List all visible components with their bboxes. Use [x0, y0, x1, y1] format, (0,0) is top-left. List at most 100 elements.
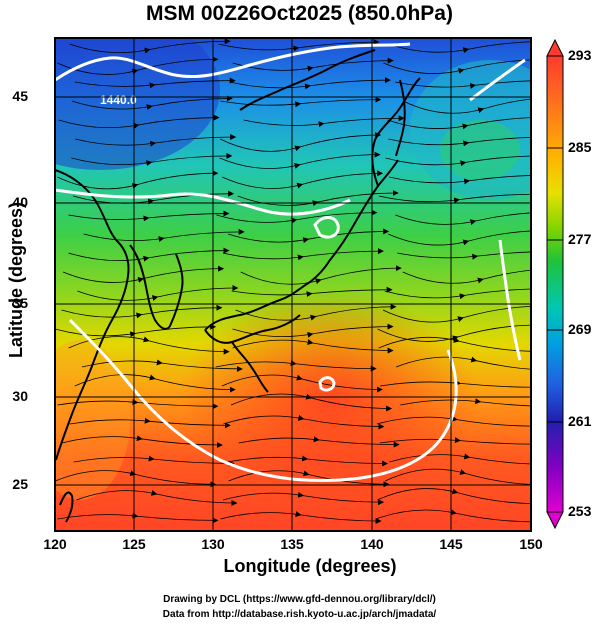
x-tick-140: 140: [360, 536, 384, 552]
colorbar-bottom-arrow: [546, 511, 564, 530]
streamline: [69, 417, 231, 429]
colorbar-top-arrow: [546, 38, 564, 57]
colorbar-tick-261: 261: [568, 413, 592, 429]
wind-streamlines: [55, 38, 531, 525]
streamline: [383, 56, 531, 74]
streamline: [377, 488, 531, 507]
streamline: [61, 304, 223, 319]
streamline: [83, 228, 245, 242]
y-tick-45: 45: [12, 88, 28, 104]
streamline: [240, 265, 402, 285]
streamline: [69, 38, 231, 54]
streamline: [68, 210, 230, 222]
streamline: [55, 323, 217, 338]
y-tick-25: 25: [12, 476, 28, 492]
colorbar: [546, 38, 564, 530]
streamline: [58, 114, 220, 129]
colorbar-tick-285: 285: [568, 139, 592, 155]
streamline: [71, 152, 233, 166]
streamline: [57, 56, 219, 75]
streamline: [77, 285, 239, 302]
streamline: [379, 379, 531, 391]
streamline: [219, 132, 382, 152]
streamline: [55, 470, 217, 488]
streamline: [243, 115, 405, 128]
streamline: [382, 303, 531, 323]
streamline: [57, 399, 219, 410]
streamline: [232, 57, 394, 72]
credit-data: Data from http://database.rish.kyoto-u.a…: [162, 609, 437, 620]
streamline: [378, 336, 531, 355]
x-axis-title: Longitude (degrees): [223, 556, 397, 576]
streamline: [228, 228, 390, 244]
streamline: [389, 453, 531, 468]
streamline: [215, 360, 377, 372]
streamline: [229, 77, 391, 90]
colorbar-tick-253: 253: [568, 503, 592, 519]
streamline: [379, 437, 531, 448]
streamline: [375, 509, 531, 525]
streamline: [76, 490, 238, 506]
x-tick-135: 135: [280, 536, 304, 552]
streamline: [235, 303, 397, 321]
streamline: [388, 227, 531, 246]
contour-label-1440: 1440.0: [100, 93, 137, 107]
streamline: [402, 265, 531, 284]
streamline: [395, 77, 531, 89]
colorbar-tick-277: 277: [568, 231, 592, 247]
x-tick-120: 120: [43, 536, 67, 552]
streamline: [71, 95, 233, 111]
streamline: [387, 114, 531, 130]
streamline: [227, 455, 389, 467]
streamline: [223, 414, 385, 430]
streamline: [222, 248, 384, 261]
streamline: [385, 152, 531, 167]
streamline: [389, 172, 531, 185]
streamline: [219, 151, 381, 169]
streamline: [81, 359, 243, 372]
streamline: [74, 374, 236, 393]
x-tick-150: 150: [519, 536, 543, 552]
streamline: [221, 170, 384, 189]
streamline: [384, 285, 531, 300]
streamline: [73, 455, 235, 467]
streamline: [384, 468, 531, 488]
streamline: [388, 38, 531, 54]
streamline: [376, 415, 531, 430]
plot-frame: [54, 37, 532, 532]
height-contours: [55, 42, 526, 482]
streamline: [238, 436, 400, 448]
streamline: [68, 247, 230, 262]
credit-drawing: Drawing by DCL (https://www.gfd-dennou.o…: [163, 594, 436, 605]
streamline: [218, 39, 380, 52]
streamline: [397, 248, 531, 260]
x-tick-125: 125: [122, 536, 146, 552]
y-tick-35: 35: [12, 295, 28, 311]
x-tick-130: 130: [201, 536, 225, 552]
streamline: [221, 374, 383, 393]
streamline: [232, 339, 394, 354]
streamline: [222, 491, 385, 506]
streamline: [231, 286, 393, 297]
streamline: [75, 134, 237, 147]
colorbar-tick-269: 269: [568, 321, 592, 337]
streamline: [57, 512, 219, 524]
streamline: [378, 191, 531, 204]
y-tick-30: 30: [12, 388, 28, 404]
streamline: [216, 209, 378, 224]
streamline: [220, 511, 382, 525]
gridlines: [55, 38, 531, 531]
y-axis-title: Latitude (degrees): [6, 201, 26, 359]
streamline: [62, 265, 225, 283]
x-tick-145: 145: [439, 536, 463, 552]
y-tick-40: 40: [12, 194, 28, 210]
colorbar-tick-293: 293: [568, 47, 592, 63]
streamline: [388, 134, 531, 147]
streamline: [400, 398, 531, 410]
streamline: [228, 470, 390, 488]
streamline: [402, 94, 531, 114]
streamline: [396, 356, 531, 374]
map-title: MSM 00Z26Oct2025 (850.0hPa): [146, 2, 453, 25]
streamline: [61, 435, 223, 449]
